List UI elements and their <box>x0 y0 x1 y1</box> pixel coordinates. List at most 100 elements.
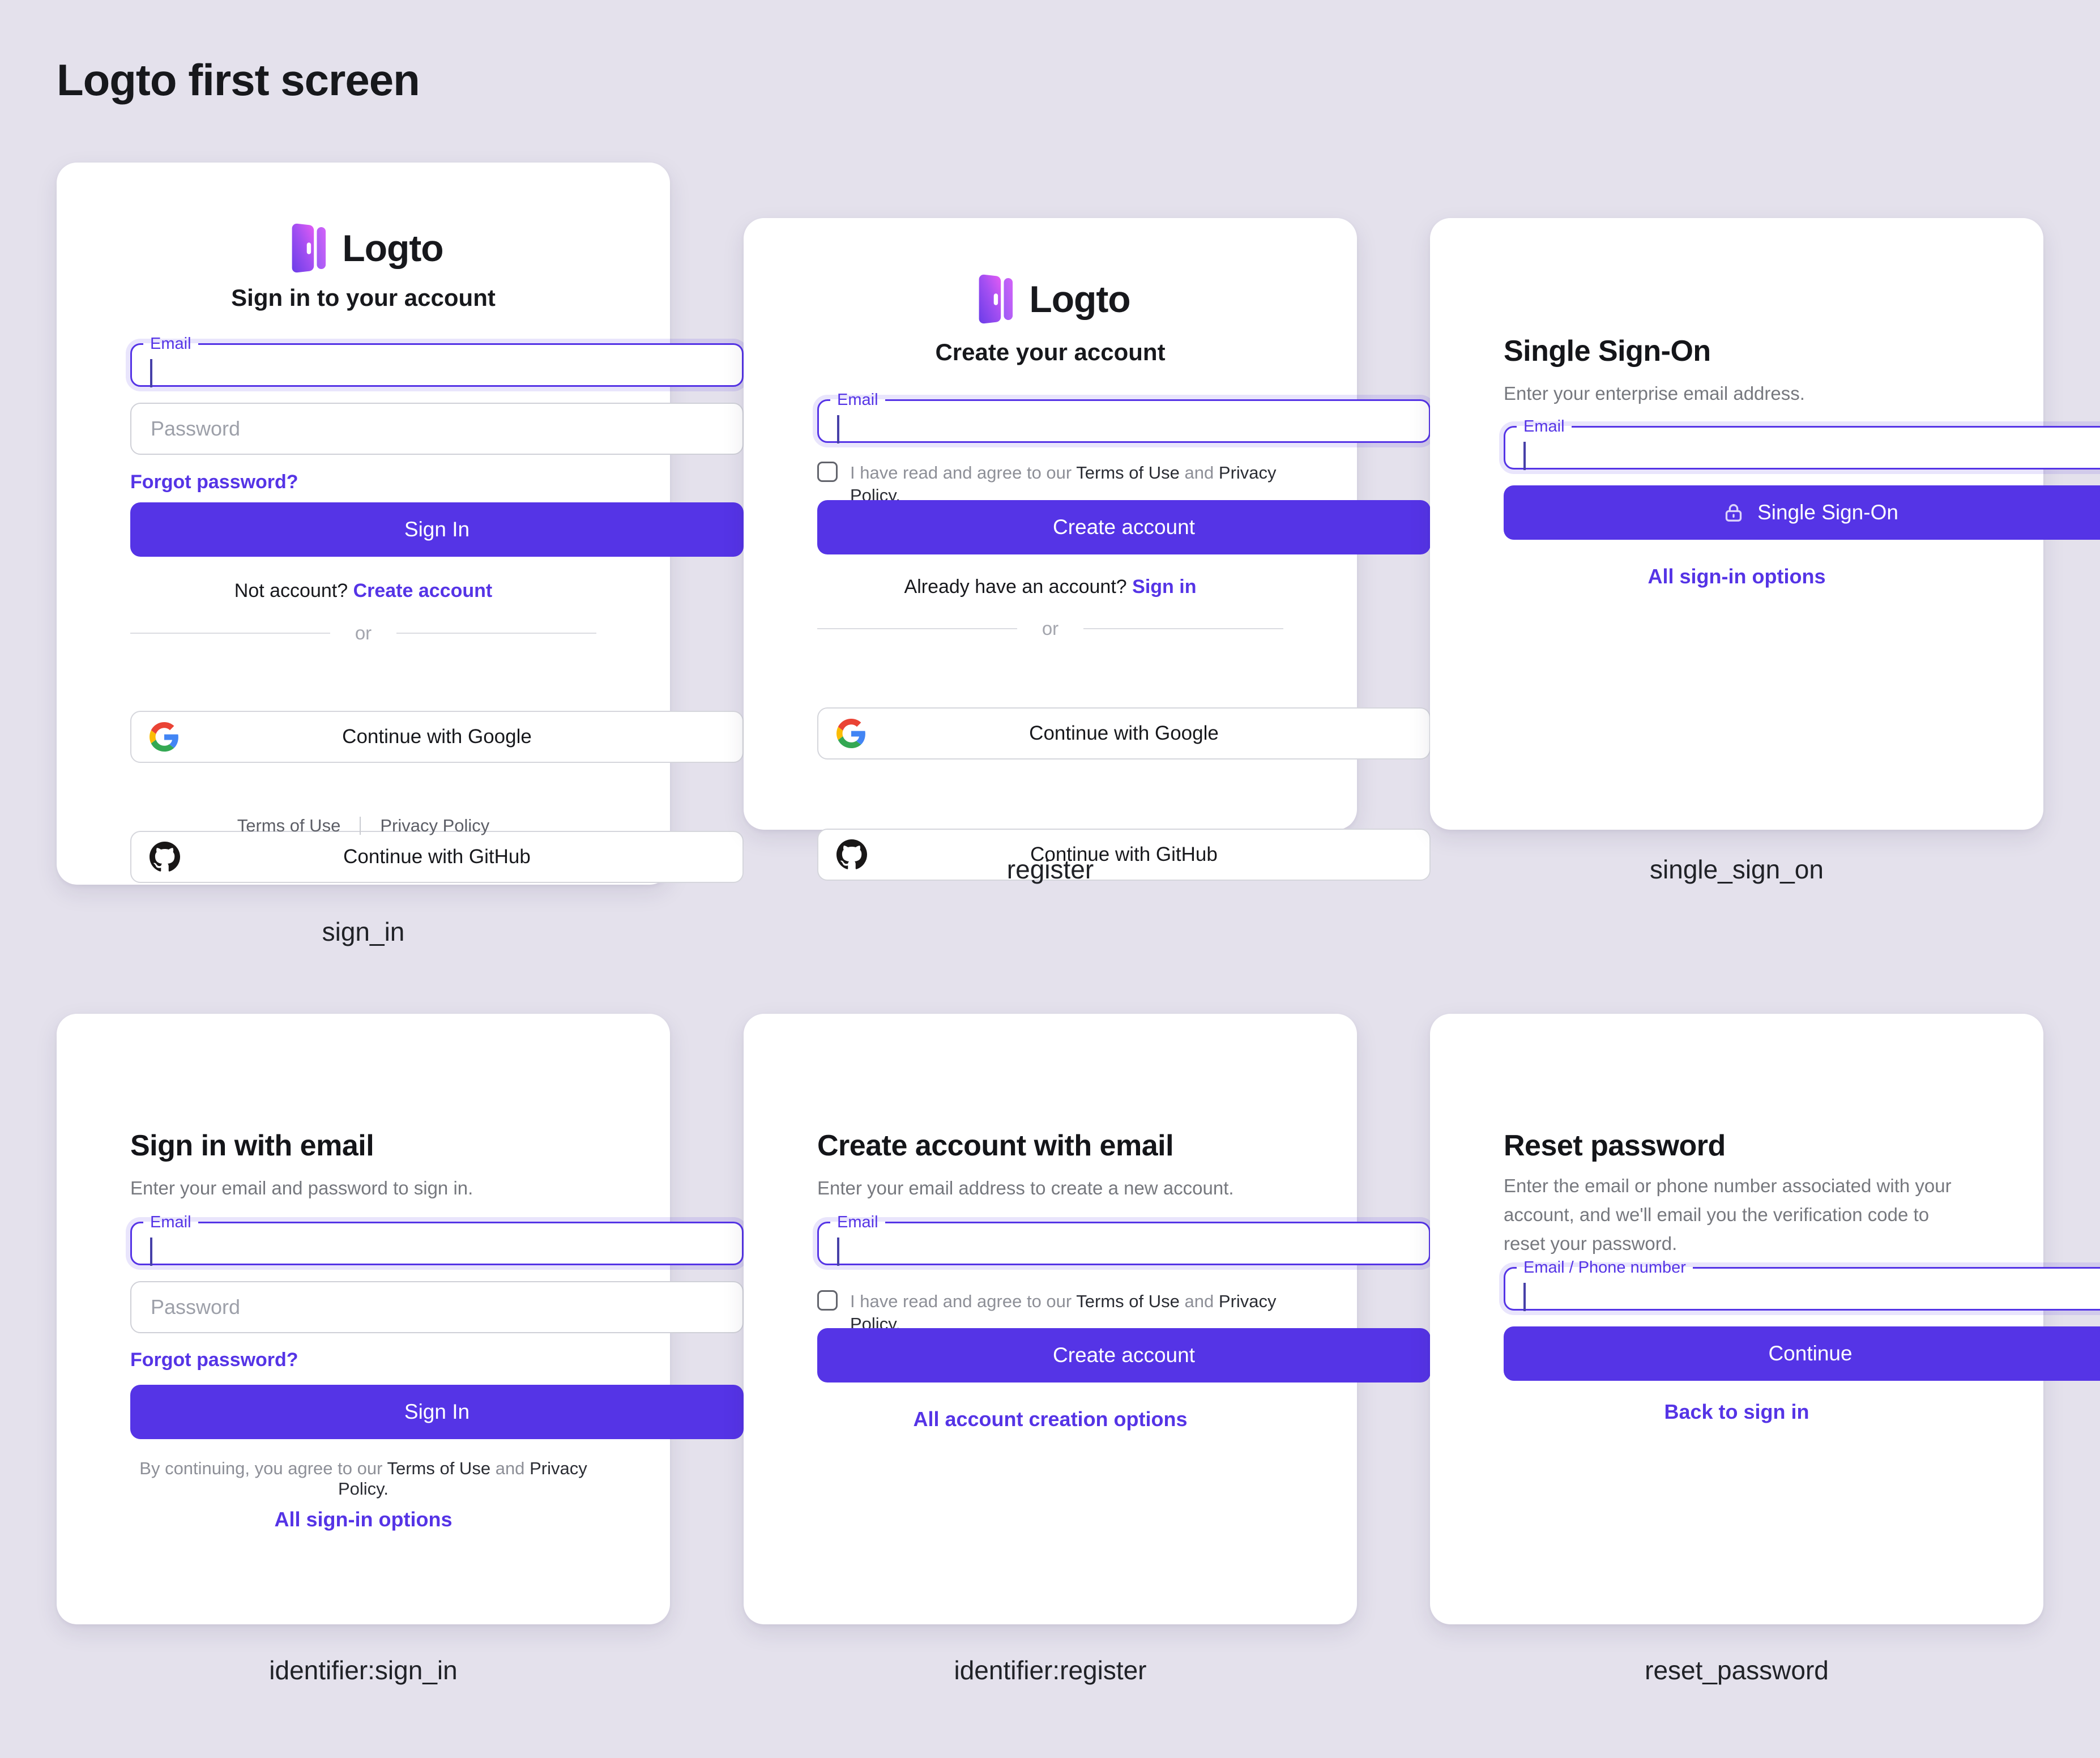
caption-register: register <box>1006 855 1094 884</box>
card-subtitle: Enter your email and password to sign in… <box>130 1177 473 1198</box>
terms-of-use-link[interactable]: Terms of Use <box>237 816 341 835</box>
card-subtitle: Enter your email address to create a new… <box>817 1177 1234 1198</box>
switch-prompt: Already have an account? <box>904 576 1127 598</box>
privacy-policy-link[interactable]: Privacy Policy <box>380 816 490 835</box>
forgot-password-row: Forgot password? <box>130 1349 596 1371</box>
text-caret <box>1523 1283 1526 1311</box>
create-account-button[interactable]: Create account <box>817 500 1431 554</box>
google-button[interactable]: Continue with Google <box>817 707 1431 759</box>
sign-in-button[interactable]: Sign In <box>130 502 744 557</box>
sign-in-link[interactable]: Sign in <box>1132 576 1197 598</box>
agreement-text: I have read and agree to our Terms of Us… <box>850 1290 1283 1336</box>
card-identifier-sign-in: Sign in with email Enter your email and … <box>57 1014 744 1624</box>
google-button[interactable]: Continue with Google <box>130 711 744 763</box>
or-divider: or <box>130 622 596 644</box>
footer-separator <box>360 817 361 835</box>
or-divider-label: or <box>1042 618 1059 639</box>
logto-logo-icon <box>970 272 1014 326</box>
agree-checkbox[interactable] <box>817 462 838 482</box>
create-account-link[interactable]: Create account <box>353 580 493 601</box>
google-button-label: Continue with Google <box>1029 722 1219 744</box>
lock-icon <box>1722 501 1745 524</box>
email-input-label: Email <box>150 335 191 353</box>
email-input[interactable]: Email <box>130 335 744 387</box>
email-input-label: Email <box>837 1213 878 1231</box>
agreement-text: I have read and agree to our Terms of Us… <box>850 462 1283 507</box>
email-phone-input[interactable]: Email / Phone number <box>1504 1258 2100 1311</box>
agreement-prefix: I have read and agree to our <box>850 1291 1072 1311</box>
text-caret <box>150 359 152 387</box>
privacy-policy-link[interactable]: Privacy Policy. <box>338 1458 587 1499</box>
legal-footer: Terms of Use Privacy Policy <box>130 816 596 836</box>
email-input-label: Email <box>1523 417 1565 436</box>
page-title: Logto first screen <box>57 55 420 105</box>
github-icon <box>836 839 867 870</box>
switch-prompt: Not account? <box>234 580 348 601</box>
terms-of-use-link[interactable]: Terms of Use <box>1076 463 1180 483</box>
email-input[interactable]: Email <box>1504 417 2100 470</box>
terms-note-prefix: By continuing, you agree to our <box>139 1458 383 1478</box>
email-input[interactable]: Email <box>817 1213 1431 1266</box>
switch-account-line: Already have an account? Sign in <box>817 576 1283 598</box>
back-to-sign-in-link[interactable]: Back to sign in <box>1664 1400 1809 1423</box>
google-icon <box>836 719 866 748</box>
agreement-row: I have read and agree to our Terms of Us… <box>817 1290 1283 1336</box>
email-input[interactable]: Email <box>130 1213 744 1266</box>
password-placeholder: Password <box>151 1295 241 1318</box>
forgot-password-link[interactable]: Forgot password? <box>130 471 298 493</box>
card-heading: Create account with email <box>817 1129 1174 1162</box>
password-input[interactable]: Password <box>130 403 744 455</box>
github-icon <box>150 842 180 872</box>
agree-checkbox[interactable] <box>817 1290 838 1311</box>
terms-of-use-link[interactable]: Terms of Use <box>1076 1291 1180 1311</box>
switch-account-line: Not account? Create account <box>130 580 596 602</box>
agreement-row: I have read and agree to our Terms of Us… <box>817 462 1283 507</box>
terms-note: By continuing, you agree to our Terms of… <box>130 1458 596 1499</box>
card-heading: Sign in with email <box>130 1129 374 1162</box>
github-button[interactable]: Continue with GitHub <box>130 831 744 883</box>
single-sign-on-button-label: Single Sign-On <box>1757 501 1898 524</box>
agreement-and: and <box>1184 1291 1214 1311</box>
all-options-row: All account creation options <box>817 1407 1283 1431</box>
caption-single-sign-on: single_sign_on <box>1650 855 1824 884</box>
sign-in-button[interactable]: Sign In <box>130 1385 744 1439</box>
caption-identifier-register: identifier:register <box>954 1655 1147 1685</box>
email-input-label: Email <box>837 391 878 409</box>
card-register: Logto Create your account Email I have r… <box>744 218 1431 881</box>
card-sign-in: Logto Sign in to your account Email Pass… <box>57 163 744 885</box>
text-caret <box>837 415 839 443</box>
card-heading: Reset password <box>1504 1129 1726 1162</box>
text-caret <box>150 1238 152 1266</box>
card-heading: Sign in to your account <box>231 284 496 311</box>
text-caret <box>1523 442 1526 470</box>
all-options-row: All sign-in options <box>1504 565 1970 588</box>
email-input[interactable]: Email <box>817 391 1431 443</box>
card-identifier-register: Create account with email Enter your ema… <box>744 1014 1431 1624</box>
create-account-button[interactable]: Create account <box>817 1328 1431 1382</box>
card-subtitle: Enter the email or phone number associat… <box>1504 1175 1952 1255</box>
forgot-password-link[interactable]: Forgot password? <box>130 1349 298 1371</box>
email-phone-input-label: Email / Phone number <box>1523 1258 1686 1277</box>
or-divider: or <box>817 618 1283 639</box>
logo: Logto <box>130 221 596 275</box>
continue-button[interactable]: Continue <box>1504 1326 2100 1381</box>
password-placeholder: Password <box>151 417 241 440</box>
email-input-label: Email <box>150 1213 191 1231</box>
github-button[interactable]: Continue with GitHub <box>817 829 1431 881</box>
agreement-and: and <box>1184 463 1214 483</box>
all-sign-in-options-link[interactable]: All sign-in options <box>1647 565 1826 588</box>
all-account-creation-options-link[interactable]: All account creation options <box>913 1407 1188 1431</box>
card-reset-password: Reset password Enter the email or phone … <box>1430 1014 2100 1624</box>
all-options-row: All sign-in options <box>130 1508 596 1531</box>
caption-sign-in: sign_in <box>322 917 405 946</box>
all-sign-in-options-link[interactable]: All sign-in options <box>274 1508 453 1531</box>
single-sign-on-button[interactable]: Single Sign-On <box>1504 485 2100 540</box>
google-button-label: Continue with Google <box>342 726 532 748</box>
caption-reset-password: reset_password <box>1645 1655 1829 1685</box>
logo: Logto <box>817 272 1283 326</box>
terms-of-use-link[interactable]: Terms of Use <box>387 1458 491 1478</box>
password-input[interactable]: Password <box>130 1281 744 1333</box>
terms-note-and: and <box>495 1458 525 1478</box>
or-divider-label: or <box>355 622 372 643</box>
